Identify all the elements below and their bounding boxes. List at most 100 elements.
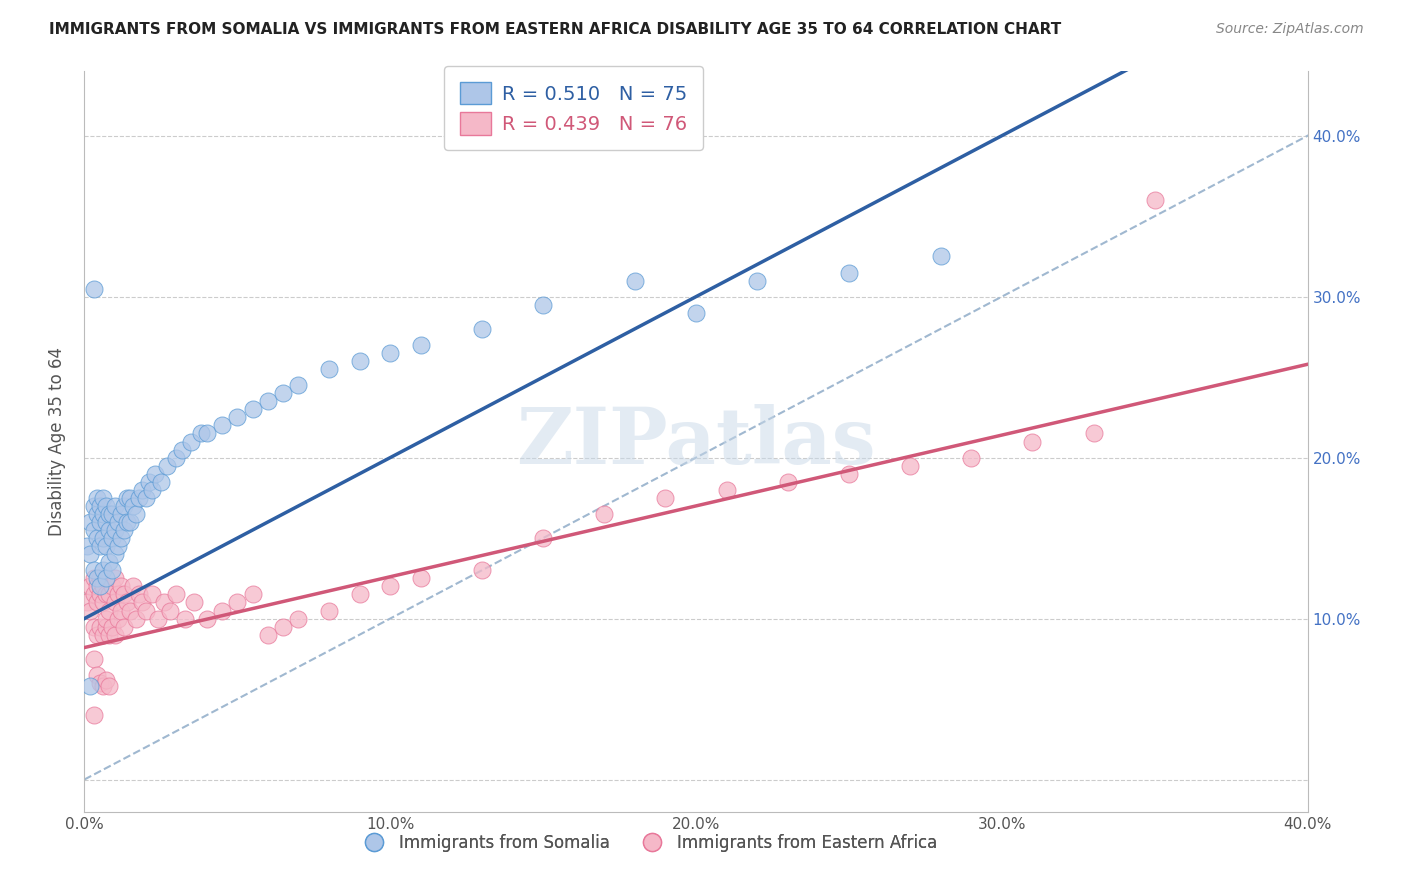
Point <box>135 491 157 505</box>
Point <box>120 515 142 529</box>
Point <box>195 426 218 441</box>
Point <box>471 563 494 577</box>
Point <box>115 595 138 609</box>
Point <box>115 515 138 529</box>
Point <box>79 579 101 593</box>
Point <box>141 587 163 601</box>
Point <box>135 603 157 617</box>
Point <box>104 628 127 642</box>
Point <box>115 491 138 505</box>
Point <box>101 531 124 545</box>
Point <box>593 507 616 521</box>
Point <box>86 571 108 585</box>
Point <box>110 507 132 521</box>
Point <box>531 531 554 545</box>
Point <box>107 587 129 601</box>
Point <box>86 595 108 609</box>
Point <box>624 274 647 288</box>
Point <box>91 507 114 521</box>
Point <box>94 611 117 625</box>
Point <box>287 611 309 625</box>
Point <box>226 595 249 609</box>
Point <box>156 458 179 473</box>
Point <box>183 595 205 609</box>
Point <box>89 571 111 585</box>
Point <box>94 539 117 553</box>
Point <box>380 579 402 593</box>
Point <box>83 282 105 296</box>
Point <box>91 628 114 642</box>
Point <box>83 571 105 585</box>
Point <box>83 563 105 577</box>
Point <box>79 547 101 561</box>
Point <box>112 587 135 601</box>
Point <box>94 587 117 601</box>
Point <box>125 611 148 625</box>
Point <box>89 499 111 513</box>
Point <box>94 515 117 529</box>
Point <box>86 579 108 593</box>
Point <box>146 611 169 625</box>
Point <box>112 619 135 633</box>
Point <box>172 442 194 457</box>
Point <box>929 250 952 264</box>
Point <box>257 394 280 409</box>
Point <box>104 547 127 561</box>
Point <box>79 603 101 617</box>
Point <box>349 354 371 368</box>
Point <box>211 418 233 433</box>
Point <box>716 483 738 497</box>
Point <box>131 483 153 497</box>
Text: Source: ZipAtlas.com: Source: ZipAtlas.com <box>1216 22 1364 37</box>
Point <box>838 266 860 280</box>
Point <box>110 603 132 617</box>
Point <box>1143 193 1166 207</box>
Point <box>94 673 117 687</box>
Point <box>101 507 124 521</box>
Point <box>89 587 111 601</box>
Point <box>180 434 202 449</box>
Point <box>76 539 98 553</box>
Point <box>531 298 554 312</box>
Point <box>86 668 108 682</box>
Point <box>654 491 676 505</box>
Point <box>110 531 132 545</box>
Point <box>143 467 166 481</box>
Point <box>128 587 150 601</box>
Point <box>409 571 432 585</box>
Point <box>91 491 114 505</box>
Point <box>165 450 187 465</box>
Point <box>86 628 108 642</box>
Point <box>101 563 124 577</box>
Point <box>685 306 707 320</box>
Point <box>110 579 132 593</box>
Point <box>101 579 124 593</box>
Point <box>104 523 127 537</box>
Point <box>122 579 145 593</box>
Point <box>94 571 117 585</box>
Point <box>97 555 120 569</box>
Point <box>97 587 120 601</box>
Point <box>122 499 145 513</box>
Point <box>86 531 108 545</box>
Point <box>107 515 129 529</box>
Point <box>1083 426 1105 441</box>
Point <box>83 523 105 537</box>
Point <box>318 362 340 376</box>
Point <box>211 603 233 617</box>
Point <box>112 499 135 513</box>
Point <box>271 386 294 401</box>
Point <box>97 628 120 642</box>
Point <box>86 491 108 505</box>
Point <box>898 458 921 473</box>
Point <box>471 322 494 336</box>
Point <box>153 595 176 609</box>
Point <box>89 515 111 529</box>
Point <box>97 679 120 693</box>
Point <box>120 491 142 505</box>
Point <box>94 499 117 513</box>
Point <box>125 507 148 521</box>
Point <box>226 410 249 425</box>
Point <box>89 619 111 633</box>
Point <box>91 531 114 545</box>
